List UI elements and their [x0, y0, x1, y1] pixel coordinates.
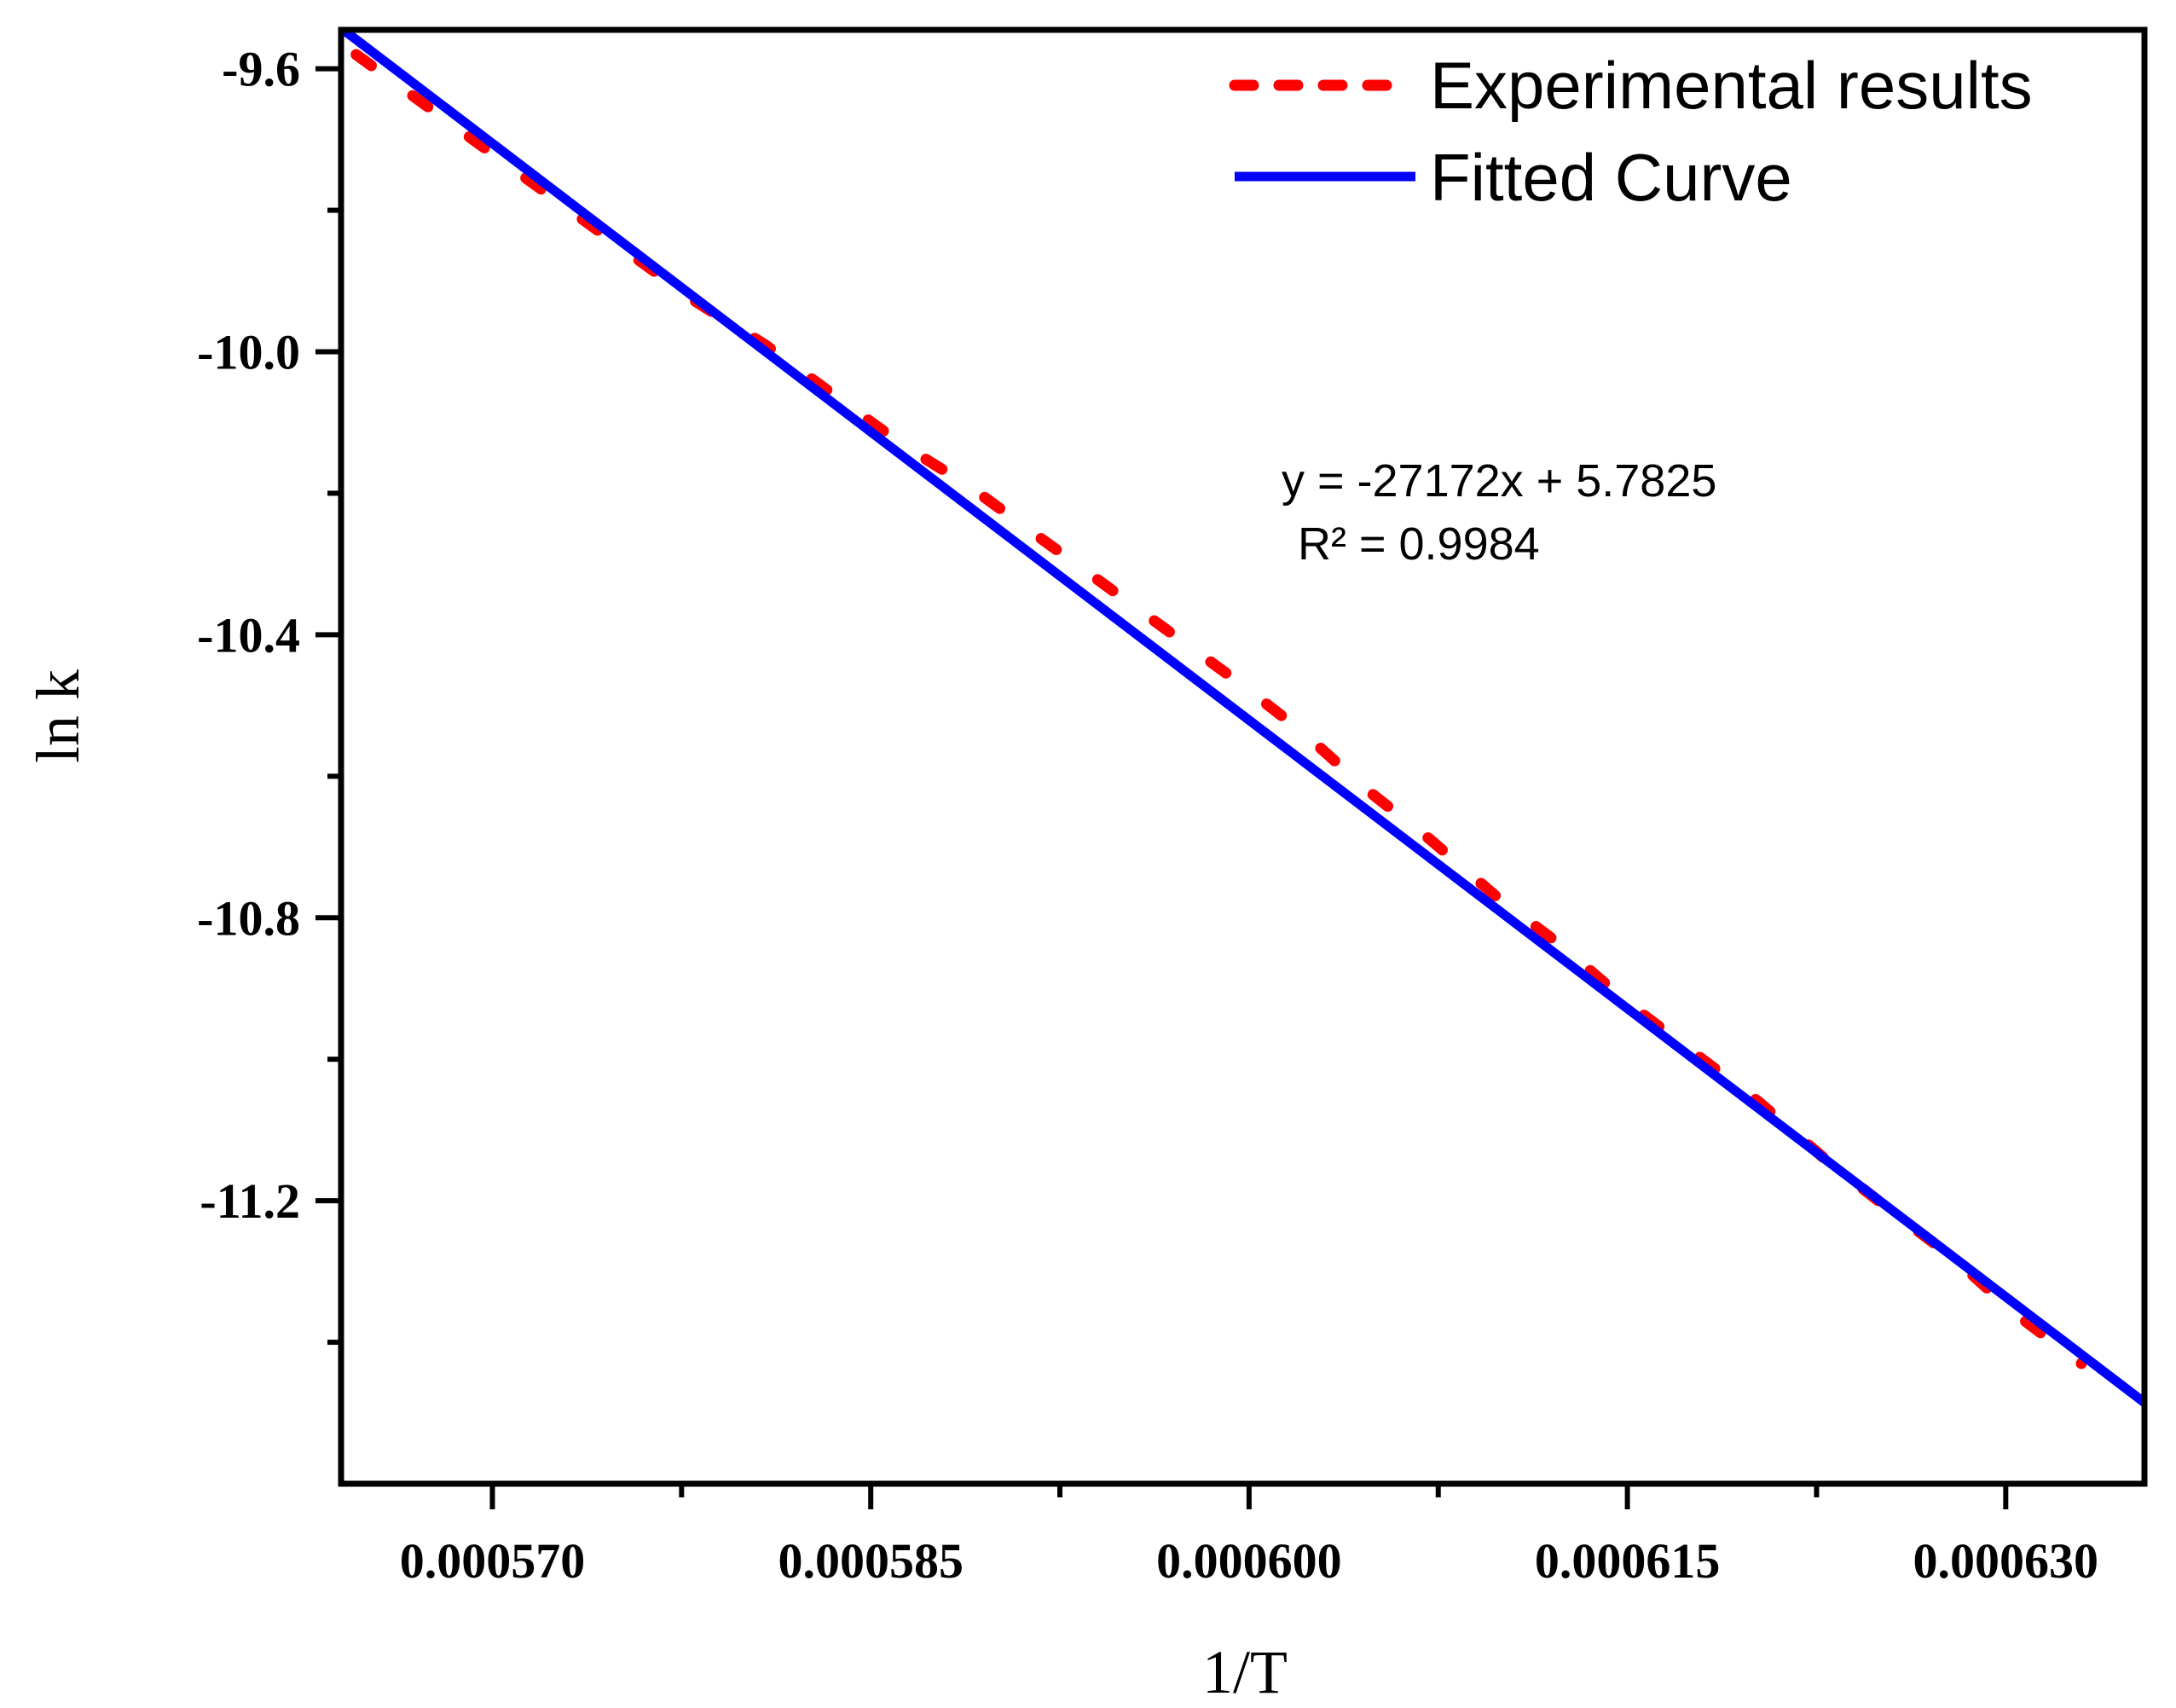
x-tick-label: 0.000570: [400, 1533, 586, 1589]
y-tick-label: -10.0: [197, 325, 300, 380]
plot-frame: [338, 26, 2148, 1487]
x-axis-ticks: 0.000570 0.000585 0.000600 0.000615 0.000630: [400, 1484, 2098, 1589]
y-axis-title: ln k: [24, 669, 92, 763]
y-tick-label: -10.8: [197, 890, 300, 946]
y-tick-label: -9.6: [222, 42, 300, 97]
fit-equation: y = -27172x + 5.7825: [1282, 455, 1716, 507]
y-tick-label: -11.2: [200, 1173, 300, 1229]
series-line-experimental: [350, 49, 2087, 1369]
x-axis-title: 1/T: [1202, 1638, 1288, 1706]
legend-label-fitted: Fitted Curve: [1430, 140, 1792, 215]
legend: Experimental results Fitted Curve: [1229, 48, 2033, 215]
fit-r-squared: R² = 0.9984: [1298, 518, 1540, 570]
x-tick-label: 0.000585: [778, 1533, 964, 1589]
y-tick-label: -10.4: [197, 607, 300, 663]
series-line-fitted: [341, 30, 2144, 1407]
y-axis-ticks: -9.6 -10.0 -10.4 -10.8 -11.2: [197, 42, 341, 1346]
x-tick-label: 0.000630: [1913, 1533, 2099, 1589]
plot-layer: [341, 30, 2144, 1407]
legend-label-experimental: Experimental results: [1430, 48, 2033, 123]
x-tick-label: 0.000600: [1156, 1533, 1342, 1589]
x-tick-label: 0.000615: [1535, 1533, 1721, 1589]
